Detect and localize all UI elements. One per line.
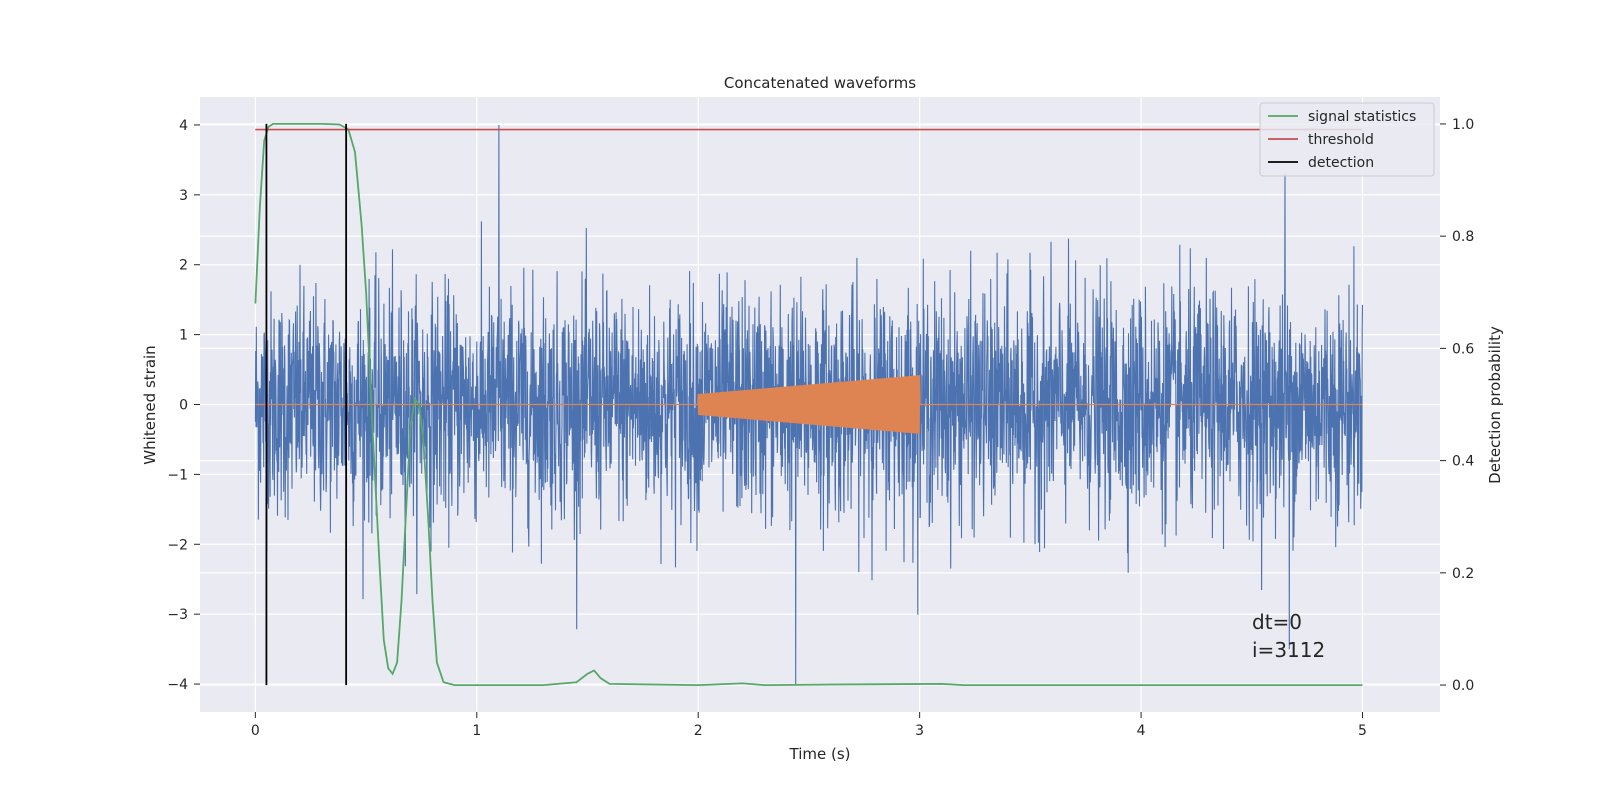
legend-label-threshold: threshold bbox=[1308, 132, 1374, 148]
y2-tick-label: 0.2 bbox=[1452, 566, 1474, 582]
x-tick-label: 0 bbox=[251, 723, 260, 739]
x-axis: 0 1 2 3 4 5 bbox=[251, 712, 1367, 739]
x-tick-label: 2 bbox=[694, 723, 703, 739]
y2-tick-label: 0.6 bbox=[1452, 341, 1474, 357]
y2-axis-label: Detection probability bbox=[1486, 326, 1504, 484]
y-tick-label: 0 bbox=[179, 398, 188, 414]
injected-signal-line bbox=[255, 375, 1363, 434]
annotation-dt: dt=0 bbox=[1252, 610, 1302, 634]
annotation-i: i=3112 bbox=[1252, 638, 1325, 662]
injected-signal-series bbox=[255, 375, 1363, 434]
x-tick-label: 5 bbox=[1358, 723, 1367, 739]
chart-title: Concatenated waveforms bbox=[724, 74, 916, 92]
signal-statistics-series bbox=[254, 123, 1363, 687]
legend-box bbox=[1259, 102, 1435, 177]
y-axis-left: −4 −3 −2 −1 0 1 2 3 4 bbox=[167, 118, 200, 693]
legend-label-signal-statistics: signal statistics bbox=[1308, 109, 1416, 125]
y2-tick-label: 0.0 bbox=[1452, 678, 1474, 694]
y2-tick-label: 0.8 bbox=[1452, 229, 1474, 245]
y-axis-label: Whitened strain bbox=[141, 345, 159, 464]
legend-label-detection: detection bbox=[1308, 155, 1374, 171]
y-tick-label: 2 bbox=[179, 258, 188, 274]
detection-series bbox=[265, 123, 348, 686]
y-tick-label: −1 bbox=[167, 467, 188, 483]
x-tick-label: 1 bbox=[472, 723, 481, 739]
y-tick-label: −3 bbox=[167, 607, 188, 623]
signal-statistics-line bbox=[254, 123, 1363, 687]
y-tick-label: −4 bbox=[167, 677, 188, 693]
y2-tick-label: 1.0 bbox=[1452, 117, 1474, 133]
x-axis-label: Time (s) bbox=[789, 745, 851, 763]
y-tick-label: 4 bbox=[179, 118, 188, 134]
y-tick-label: 1 bbox=[179, 328, 188, 344]
y-tick-label: −2 bbox=[167, 537, 188, 553]
x-tick-label: 3 bbox=[915, 723, 924, 739]
y-axis-right: 0.0 0.2 0.4 0.6 0.8 1.0 bbox=[1440, 117, 1474, 694]
legend: signal statistics threshold detection bbox=[1259, 102, 1435, 177]
y-tick-label: 3 bbox=[179, 188, 188, 204]
y2-tick-label: 0.4 bbox=[1452, 454, 1474, 470]
x-tick-label: 4 bbox=[1137, 723, 1146, 739]
